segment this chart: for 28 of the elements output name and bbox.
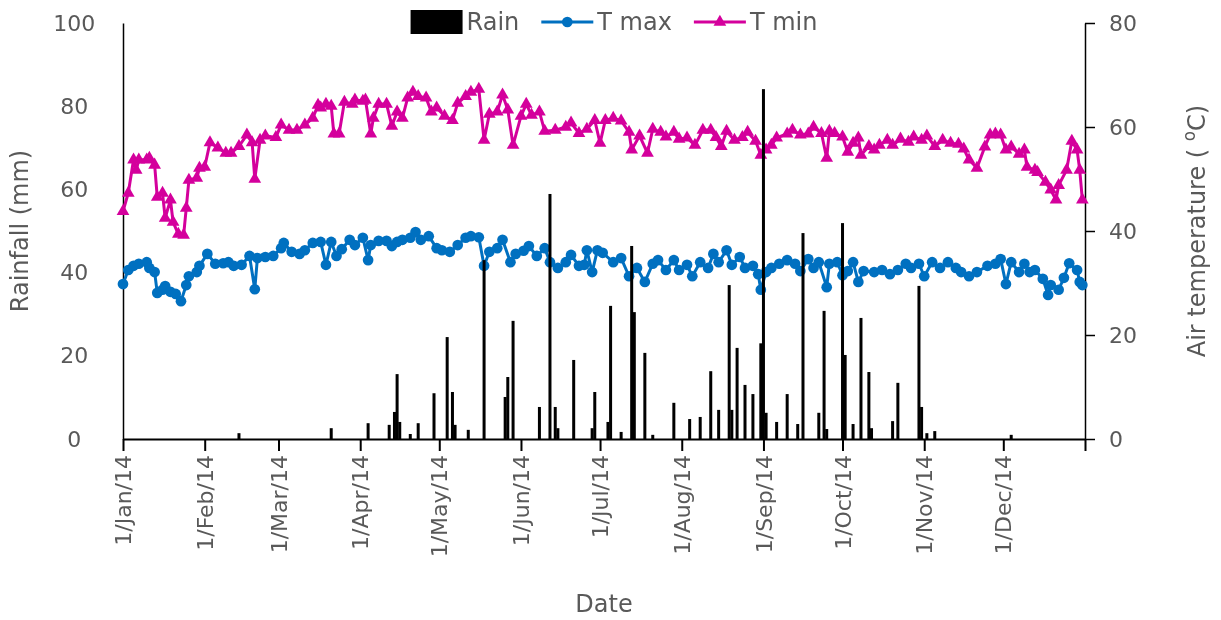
y2-tick-label: 60 xyxy=(1109,114,1137,140)
x-tick-label: 1/Mar/14 xyxy=(266,455,292,554)
x-tick-label: 1/Jul/14 xyxy=(588,455,614,539)
x-tick-label: 1/Sep/14 xyxy=(751,455,777,554)
legend-label: Rain xyxy=(466,8,520,37)
y-tick-label: 60 xyxy=(60,176,89,202)
y-tick-label: 100 xyxy=(53,10,96,36)
x-tick-label: 1/Oct/14 xyxy=(830,455,856,550)
y-tick-label: 0 xyxy=(67,426,82,452)
y-tick-label: 20 xyxy=(60,343,89,369)
x-tick-label: 1/Apr/14 xyxy=(348,455,374,550)
y2-tick-label: 40 xyxy=(1109,218,1137,244)
x-tick-label: 1/Nov/14 xyxy=(912,455,938,555)
y2-tick-label: 80 xyxy=(1109,10,1137,36)
y2-tick-label: 20 xyxy=(1109,322,1137,348)
x-axis-title: Date xyxy=(575,590,633,618)
x-tick-label: 1/Feb/14 xyxy=(192,455,218,551)
y-tick-label: 40 xyxy=(60,260,89,286)
x-tick-label: 1/Dec/14 xyxy=(991,455,1017,555)
x-tick-label: 1/Aug/14 xyxy=(669,455,695,555)
y2-tick-label: 0 xyxy=(1109,426,1123,452)
x-tick-label: 1/Jun/14 xyxy=(509,455,535,547)
y-tick-label: 80 xyxy=(60,93,89,119)
legend-label: T max xyxy=(596,8,672,37)
x-tick-label: 1/May/14 xyxy=(427,455,453,558)
y-axis-title: Rainfall (mm) xyxy=(6,149,34,313)
x-tick-label: 1/Jan/14 xyxy=(111,455,137,546)
legend-label: T min xyxy=(748,8,818,37)
